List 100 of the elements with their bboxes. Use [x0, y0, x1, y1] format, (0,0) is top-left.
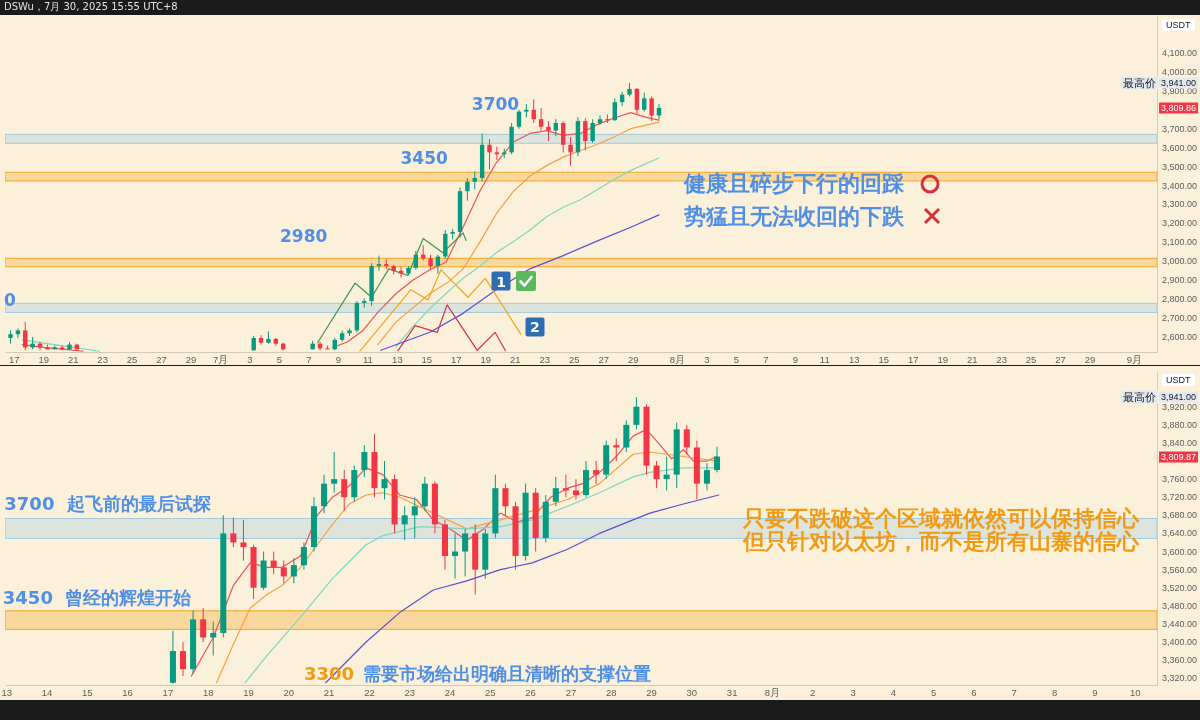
line-series: [397, 304, 507, 352]
x-tick-label: 5: [733, 354, 740, 365]
x-tick-label: 5: [276, 354, 283, 365]
annotation: 最高价: [1121, 390, 1158, 404]
annotation: 3450: [400, 147, 448, 168]
candlestick: [443, 229, 448, 259]
x-tick-label: 17: [451, 354, 462, 365]
x-tick-label: 19: [38, 354, 49, 365]
y-tick-label: 3,840.00: [1162, 437, 1198, 448]
x-tick-label: 30: [686, 687, 698, 698]
candlestick: [341, 469, 348, 512]
x-tick-label: 21: [323, 687, 335, 698]
candlestick: [421, 476, 428, 512]
line-series: [377, 121, 660, 346]
candlestick: [240, 519, 247, 562]
y-tick-label: 3,600.00: [1162, 546, 1198, 557]
y-tick-label: 3,720.00: [1162, 492, 1198, 503]
y-tick-label: 2,700.00: [1162, 313, 1198, 324]
y-tick-label: 3,880.00: [1162, 419, 1198, 430]
y-tick-label: 3,440.00: [1162, 618, 1198, 629]
candlestick: [411, 496, 418, 539]
x-tick-label: 3: [247, 354, 253, 365]
candlestick: [381, 460, 388, 500]
x-tick-label: 7: [306, 354, 312, 365]
annotation: 3700: [471, 93, 520, 114]
y-tick-label: 3,809.86: [1159, 102, 1199, 114]
candlestick: [487, 138, 492, 170]
candlestick: [462, 528, 469, 577]
x-tick-label: 21: [67, 354, 79, 365]
candlestick: [300, 541, 307, 571]
candlestick: [560, 120, 566, 153]
x-tick-label: 5: [931, 687, 937, 698]
y-tick-label: 2,900.00: [1162, 275, 1198, 286]
x-tick-label: 26: [525, 687, 536, 698]
y-tick-label: 3,100.00: [1162, 237, 1198, 248]
y-tick-label: 3,941.00: [1159, 391, 1199, 403]
x-tick-label: 27: [598, 354, 610, 365]
candlestick: [546, 120, 551, 142]
x-tick-label: 9: [792, 354, 798, 365]
candlestick: [633, 396, 640, 430]
y-tick-label: 4,000.00: [1162, 66, 1198, 77]
candlestick: [568, 136, 573, 167]
x-tick-label: 23: [97, 354, 108, 365]
x-tick-label: 13: [848, 354, 860, 365]
x-tick-label: 19: [937, 354, 948, 365]
x-tick-label: 25: [126, 354, 138, 365]
x-tick-label: 25: [485, 687, 496, 698]
x-tick-label: 10: [1129, 687, 1141, 698]
y-tick-label: 3,500.00: [1162, 161, 1198, 172]
annotation: 3700 起飞前的最后试探: [4, 493, 211, 514]
candlestick: [321, 474, 328, 514]
x-tick-label: 6: [971, 687, 977, 698]
annotation: 需要市场给出明确且清晰的支撑位置: [362, 663, 651, 684]
candlestick: [23, 321, 28, 351]
y-tick-label: 3,700.00: [1162, 123, 1198, 134]
x-tick-label: 11: [362, 354, 373, 365]
x-tick-label: 9: [335, 354, 342, 365]
x-tick-label: 28: [605, 687, 617, 698]
y-tick-label: 3,640.00: [1162, 528, 1198, 539]
y-tick-label: 3,809.87: [1159, 451, 1199, 463]
annotation: 只要不跌破这个区域就依然可以保持信心: [743, 506, 1139, 531]
x-tick-label: 9: [1092, 687, 1098, 698]
x-tick-label: 7: [1011, 687, 1017, 698]
candlestick: [597, 114, 603, 126]
x-tick-label: 20: [283, 687, 295, 698]
x-tick-label: 3: [850, 687, 856, 698]
x-tick-label: 29: [185, 354, 197, 365]
candlestick: [623, 419, 630, 453]
candlestick: [502, 483, 509, 516]
x-tick-label: 17: [162, 687, 174, 698]
x-tick-label: 21: [510, 354, 521, 365]
candlestick: [612, 97, 617, 122]
line-series: [359, 269, 522, 352]
x-tick-label: 15: [82, 687, 93, 698]
y-axis-title: USDT: [1162, 19, 1195, 31]
candlestick: [590, 118, 595, 144]
annotation: 3450 曾经的辉煌开始: [2, 586, 192, 608]
annotation: 2980: [280, 225, 328, 246]
candlestick: [714, 446, 721, 473]
y-tick-label: 3,000.00: [1162, 256, 1198, 267]
y-tick-label: 4,100.00: [1162, 47, 1198, 58]
y-tick-label: 2,800.00: [1162, 294, 1198, 305]
x-tick-label: 19: [243, 687, 254, 698]
x-tick-label: 27: [1055, 354, 1066, 365]
y-tick-label: 3,760.00: [1162, 474, 1198, 485]
candlestick: [200, 607, 207, 643]
x-tick-label: 4: [890, 687, 896, 698]
x-tick-label: 7月: [212, 354, 229, 365]
candlestick: [376, 255, 382, 272]
x-tick-label: 29: [627, 354, 639, 365]
x-tick-label: 13: [392, 354, 403, 365]
candlestick: [634, 87, 640, 115]
y-tick-label: 3,480.00: [1162, 600, 1198, 611]
x-tick-label: 11: [819, 354, 830, 365]
candlestick: [583, 117, 588, 151]
line-series: [380, 214, 660, 351]
candlestick: [642, 92, 647, 113]
x-tick-label: 22: [364, 687, 375, 698]
y-tick-label: 3,320.00: [1162, 673, 1198, 684]
x-tick-label: 29: [1084, 354, 1096, 365]
